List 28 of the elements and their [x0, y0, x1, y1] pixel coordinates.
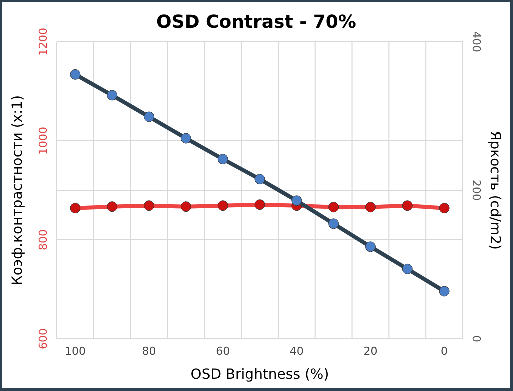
- point: [292, 196, 302, 206]
- point: [439, 286, 450, 297]
- point: [328, 218, 340, 230]
- point: [365, 242, 376, 252]
- y2-axis-title: Яркость (cd/m2): [487, 131, 503, 250]
- y2-tick-label: 200: [470, 180, 483, 201]
- y2-tick-label: 0: [470, 336, 483, 342]
- x-tick-label: 60: [216, 345, 230, 358]
- point: [70, 69, 81, 80]
- point: [254, 174, 266, 185]
- x-tick-label: 20: [364, 345, 378, 358]
- y-tick-label: 600: [37, 328, 50, 350]
- x-tick-label: 40: [290, 345, 304, 358]
- point: [107, 90, 118, 101]
- x-tick-label: 80: [142, 345, 156, 358]
- y-tick-label: 800: [37, 230, 50, 250]
- y-axis-title: Коэф.контрастности (x:1): [10, 95, 26, 286]
- y-tick-label: 1200: [37, 28, 50, 56]
- chart-title: OSD Contrast - 70%: [156, 12, 356, 33]
- x-axis-title: OSD Brightness (%): [190, 367, 330, 383]
- point: [402, 264, 413, 274]
- point: [144, 112, 155, 122]
- point: [218, 154, 228, 165]
- x-tick-label: 100: [64, 345, 86, 358]
- point: [180, 133, 192, 144]
- y-tick-label: 1000: [37, 127, 50, 155]
- x-tick-label: 0: [441, 345, 448, 358]
- y2-tick-label: 400: [470, 32, 483, 52]
